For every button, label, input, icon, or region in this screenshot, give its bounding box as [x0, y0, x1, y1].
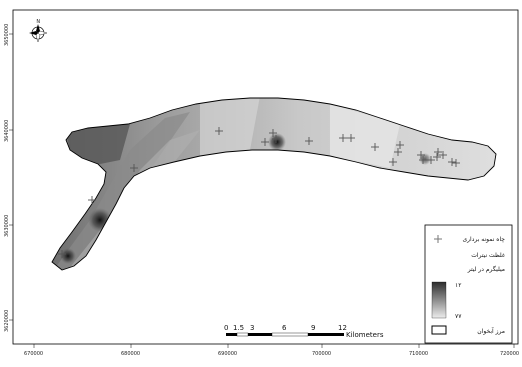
legend-boundary-swatch [431, 325, 447, 335]
sample-well-marker [419, 156, 427, 164]
x-tick-label: 720000 [500, 351, 519, 357]
aquifer-boundary [51, 97, 497, 271]
legend-boundary-label: مرز آبخوان [477, 326, 505, 335]
x-tick-label: 710000 [409, 351, 428, 357]
sample-well-marker [347, 134, 355, 142]
sample-well-marker [339, 134, 347, 142]
sample-well-marker [433, 153, 441, 161]
sample-well-marker [439, 151, 447, 159]
sample-well-marker [305, 137, 313, 145]
legend-low-value: ۷۷ [455, 313, 462, 320]
y-tick-label: 3620000 [4, 310, 10, 332]
north-arrow-label: N [36, 19, 40, 25]
legend-color-ramp [431, 281, 447, 319]
sample-well-marker [272, 135, 280, 143]
north-arrow: N [29, 19, 48, 43]
scale-label: 9 [311, 324, 315, 332]
x-tick-label: 680000 [121, 351, 140, 357]
sample-well-marker [269, 129, 277, 137]
sample-well-marker [452, 159, 460, 167]
sample-well-marker [371, 143, 379, 151]
scale-label: 12 [338, 324, 347, 332]
scale-label: 3 [250, 324, 254, 332]
sample-wells [58, 127, 460, 258]
y-tick-label: 3640000 [4, 120, 10, 142]
y-axis-ticks: 3650000 3640000 3630000 3620000 [4, 24, 13, 332]
x-tick-label: 670000 [24, 351, 43, 357]
scale-label: 0 [224, 324, 228, 332]
sample-well-marker [427, 156, 435, 164]
sample-well-marker [88, 196, 96, 204]
legend-high-value: ۱۲ [455, 282, 461, 289]
legend-well-icon [434, 235, 442, 243]
scale-label: 1.5 [233, 324, 244, 332]
sample-well-marker [58, 250, 66, 258]
sample-well-marker [394, 148, 402, 156]
y-tick-label: 3650000 [4, 24, 10, 46]
sample-well-marker [389, 158, 397, 166]
y-tick-label: 3630000 [4, 215, 10, 237]
sample-well-marker [396, 141, 404, 149]
legend-unit: میلیگرم در لیتر [467, 265, 505, 273]
x-axis-ticks: 670000 680000 690000 700000 710000 72000… [24, 344, 519, 357]
legend: چاه نمونه برداری غلظت نیترات میلیگرم در … [424, 224, 513, 344]
scale-unit: Kilometers [346, 331, 384, 339]
sample-well-marker [434, 148, 442, 156]
legend-well-label: چاه نمونه برداری [462, 236, 505, 243]
sample-well-marker [261, 138, 269, 146]
x-tick-label: 700000 [312, 351, 331, 357]
legend-title: غلظت نیترات [471, 252, 505, 259]
x-tick-label: 690000 [218, 351, 237, 357]
sample-well-marker [448, 158, 456, 166]
sample-well-marker [130, 164, 138, 172]
sample-well-marker [215, 127, 223, 135]
scale-bar: 0 1.5 3 6 9 12 Kilometers [224, 324, 384, 339]
sample-well-marker [417, 151, 425, 159]
scale-label: 6 [282, 324, 287, 332]
